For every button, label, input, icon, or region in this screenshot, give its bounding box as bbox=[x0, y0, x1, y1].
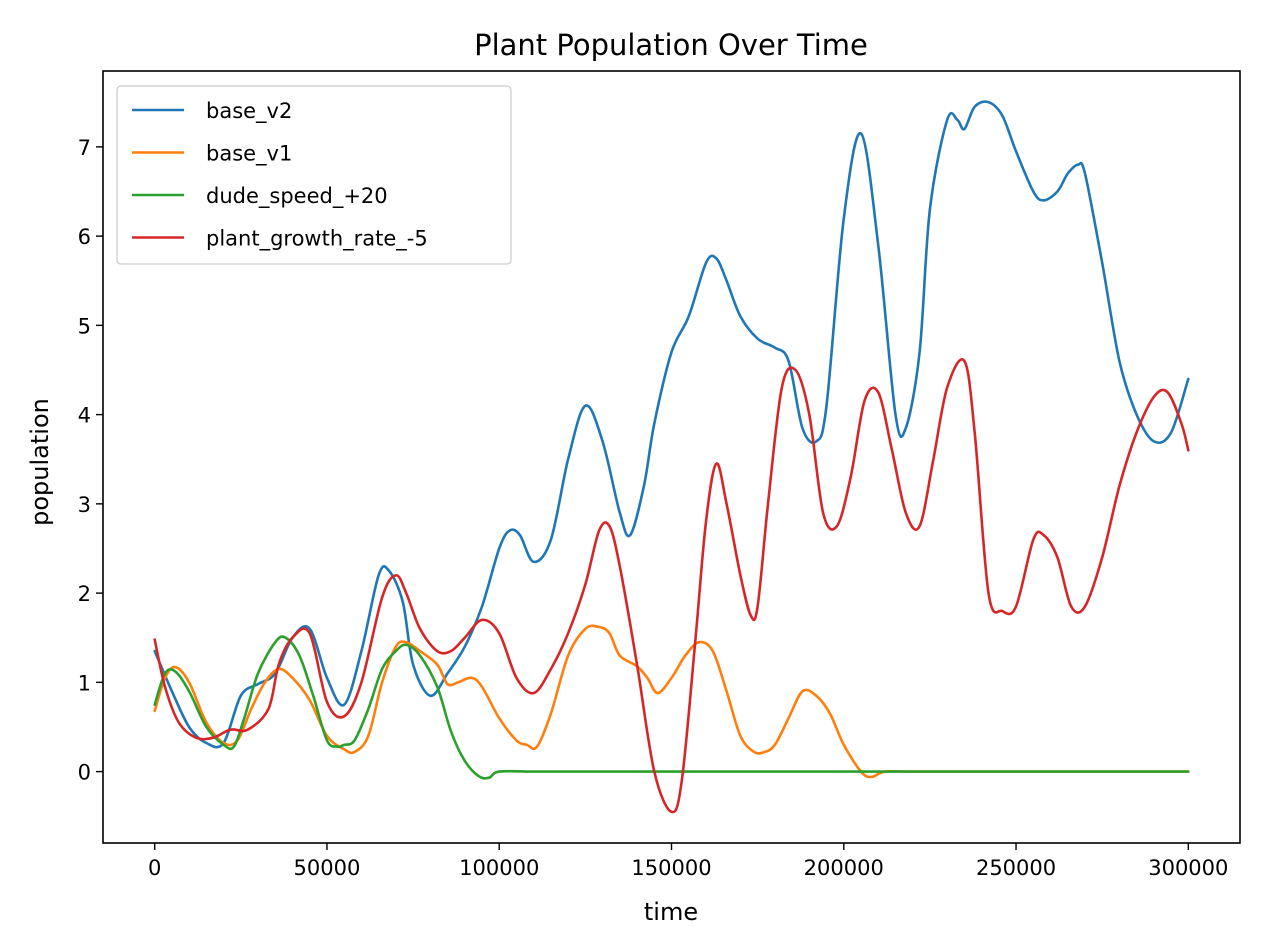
legend-label: base_v1 bbox=[206, 142, 292, 167]
series-line-dude-speed-20 bbox=[153, 635, 1190, 780]
x-tick-label: 150000 bbox=[631, 856, 711, 880]
y-axis-label: population bbox=[26, 398, 54, 526]
x-axis-label: time bbox=[644, 898, 698, 926]
x-tick-label: 250000 bbox=[976, 856, 1056, 880]
series-line-base-v1 bbox=[153, 624, 1190, 779]
legend-label: base_v2 bbox=[206, 99, 292, 124]
legend-box bbox=[116, 85, 512, 265]
y-tick-label: 2 bbox=[78, 582, 91, 606]
legend: base_v2 base_v1 dude_speed_+20 plant_growth… bbox=[116, 85, 512, 265]
y-tick-label: 5 bbox=[78, 314, 91, 338]
y-tick-label: 4 bbox=[78, 404, 91, 428]
x-tick-label: 0 bbox=[148, 856, 161, 880]
series-line-plant-growth-rate-5 bbox=[153, 358, 1190, 814]
y-tick-label: 6 bbox=[78, 225, 91, 249]
axis-ticks: 0 50000 100000 150000 200000 250000 300000 0 1 2 3… bbox=[78, 136, 1229, 880]
y-tick-label: 3 bbox=[78, 493, 91, 517]
series-line-base-v2 bbox=[153, 100, 1190, 749]
x-tick-label: 300000 bbox=[1148, 856, 1228, 880]
series-layer bbox=[153, 100, 1190, 814]
x-tick-label: 200000 bbox=[804, 856, 884, 880]
legend-label: plant_growth_rate_-5 bbox=[206, 227, 428, 252]
chart-title: Plant Population Over Time bbox=[474, 28, 868, 62]
legend-label: dude_speed_+20 bbox=[206, 184, 388, 209]
x-tick-label: 50000 bbox=[294, 856, 361, 880]
y-tick-label: 0 bbox=[78, 761, 91, 785]
x-tick-label: 100000 bbox=[459, 856, 539, 880]
y-tick-label: 7 bbox=[78, 136, 91, 160]
y-tick-label: 1 bbox=[78, 671, 91, 695]
